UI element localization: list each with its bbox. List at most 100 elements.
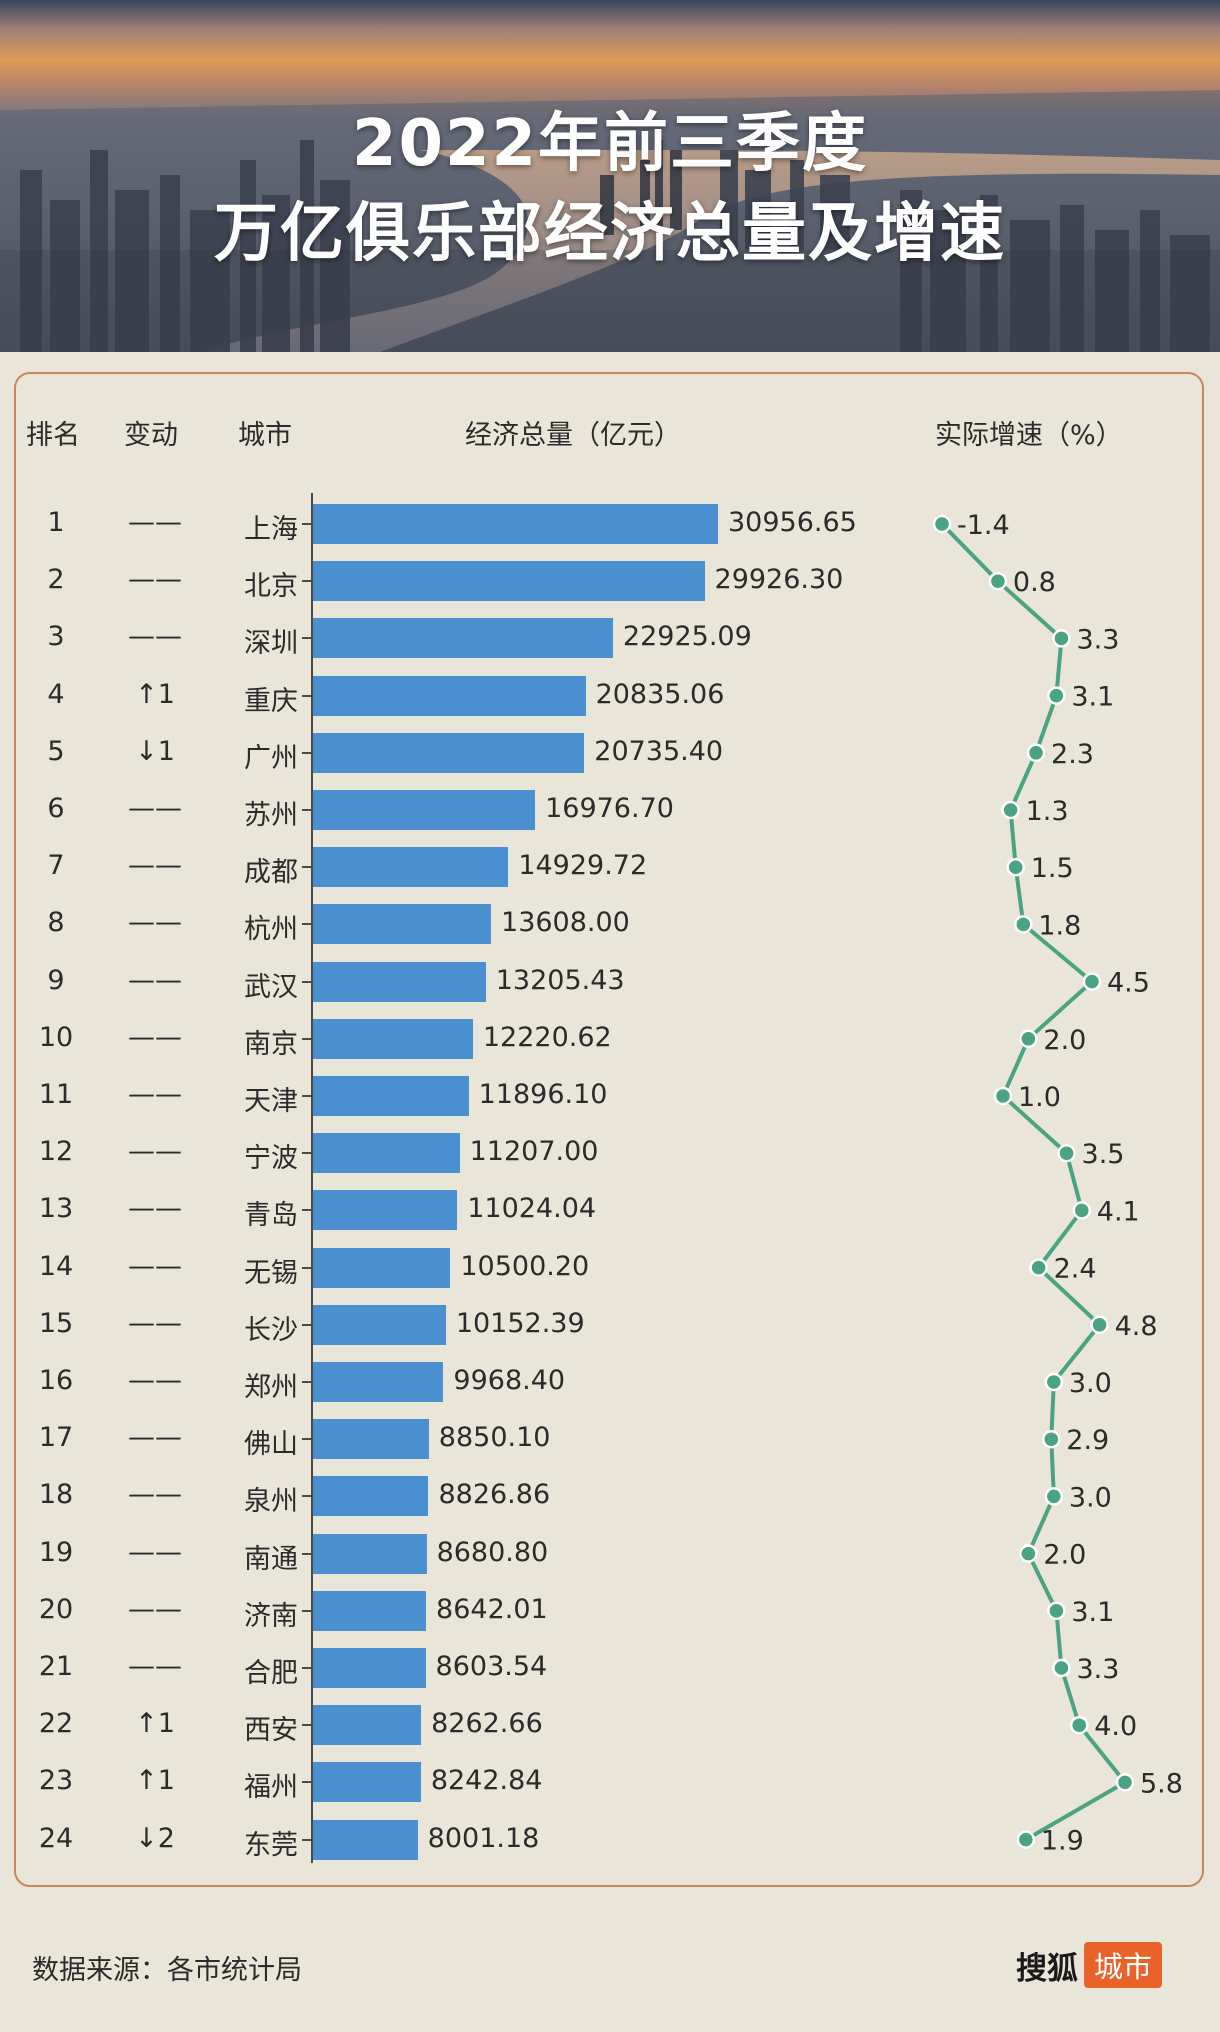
axis-tick — [302, 751, 312, 754]
rank-change-label: ↓1 — [135, 735, 175, 767]
growth-value-label: 3.3 — [1076, 1654, 1119, 1685]
growth-point — [1019, 1544, 1038, 1563]
city-label: 福州 — [244, 1772, 298, 1804]
growth-point — [1090, 1315, 1109, 1335]
growth-point — [1029, 1258, 1048, 1277]
gdp-bar — [313, 1362, 444, 1402]
city-label: 杭州 — [244, 914, 298, 946]
rank-change-label: —— — [128, 964, 182, 996]
rank-label: 15 — [38, 1307, 74, 1339]
gdp-bar — [313, 1533, 427, 1574]
axis-tick — [302, 1667, 312, 1669]
city-label: 佛山 — [244, 1429, 298, 1461]
city-skyline-image — [0, 0, 1220, 352]
growth-point — [932, 514, 952, 534]
growth-point — [1047, 1601, 1066, 1621]
growth-value-label: 1.5 — [1031, 853, 1074, 884]
rank-label: 20 — [38, 1593, 74, 1625]
axis-tick — [302, 1152, 312, 1155]
rank-label: 14 — [38, 1250, 74, 1282]
gdp-value-label: 8826.86 — [438, 1479, 551, 1511]
rank-label: 23 — [38, 1765, 74, 1797]
gdp-value-label: 13205.43 — [495, 964, 625, 996]
growth-value-label: 1.8 — [1038, 910, 1081, 941]
gdp-value-label: 8603.54 — [435, 1651, 548, 1682]
rank-label: 24 — [38, 1822, 74, 1854]
axis-tick — [302, 1838, 312, 1841]
rank-change-label: —— — [128, 850, 182, 882]
rank-change-label: —— — [128, 1250, 182, 1282]
gdp-bar — [313, 1190, 458, 1231]
growth-value-label: 3.0 — [1069, 1368, 1112, 1399]
rank-label: 7 — [47, 850, 65, 882]
growth-value-label: 0.8 — [1013, 567, 1056, 598]
axis-tick — [302, 1552, 312, 1555]
city-label: 重庆 — [244, 685, 298, 717]
growth-value-label: 1.3 — [1026, 796, 1069, 827]
growth-point — [1115, 1773, 1135, 1792]
rank-label: 17 — [38, 1422, 74, 1454]
header-change: 变动 — [124, 420, 178, 451]
axis-tick — [302, 637, 312, 640]
rank-change-label: ↑1 — [135, 1708, 175, 1740]
gdp-value-label: 8242.84 — [430, 1765, 543, 1797]
city-label: 东莞 — [244, 1829, 298, 1861]
axis-tick — [302, 1724, 312, 1727]
growth-point — [1014, 915, 1033, 934]
gdp-value-label: 9968.40 — [453, 1365, 566, 1396]
gdp-value-label: 30956.65 — [728, 507, 857, 538]
growth-point — [1082, 972, 1102, 991]
growth-line — [940, 522, 1127, 1842]
axis-tick — [302, 1495, 312, 1498]
gdp-value-label: 20835.06 — [595, 678, 725, 710]
growth-value-label: 2.9 — [1066, 1425, 1109, 1456]
gdp-value-label: 20735.40 — [594, 735, 724, 767]
city-label: 宁波 — [244, 1143, 298, 1175]
gdp-value-label: 11896.10 — [478, 1079, 608, 1110]
growth-point — [1026, 743, 1046, 763]
rank-label: 19 — [38, 1536, 74, 1568]
rank-label: 6 — [47, 793, 65, 824]
growth-value-label: 4.0 — [1094, 1711, 1137, 1742]
growth-point — [1057, 1143, 1076, 1163]
rank-change-label: —— — [128, 1136, 182, 1168]
gdp-bar — [313, 1705, 422, 1746]
city-label: 天津 — [244, 1086, 298, 1117]
rank-change-label: —— — [128, 1307, 182, 1339]
growth-value-label: 3.3 — [1076, 624, 1119, 655]
gdp-bar — [313, 1648, 426, 1688]
city-label: 郑州 — [244, 1372, 298, 1403]
logo-text: 搜狐 — [1016, 1950, 1078, 1987]
rank-change-label: —— — [128, 907, 182, 939]
gdp-bar — [313, 618, 613, 659]
data-source: 数据来源：各市统计局 — [32, 1955, 302, 1986]
growth-value-label: 2.4 — [1054, 1254, 1097, 1285]
growth-point — [1019, 1029, 1038, 1049]
city-label: 广州 — [244, 742, 298, 774]
city-label: 泉州 — [244, 1486, 298, 1518]
rank-label: 13 — [38, 1193, 74, 1225]
axis-tick — [302, 1381, 312, 1383]
gdp-bar — [313, 675, 586, 716]
rank-label: 1 — [47, 507, 65, 538]
axis-tick — [302, 1438, 312, 1441]
rank-change-label: —— — [128, 564, 182, 596]
rank-change-label: —— — [128, 1021, 182, 1053]
rank-label: 9 — [47, 964, 65, 996]
city-label: 青岛 — [244, 1200, 298, 1232]
gdp-bar — [313, 1304, 446, 1345]
growth-value-label: -1.4 — [957, 510, 1010, 541]
growth-value-label: 3.1 — [1071, 682, 1114, 713]
city-label: 西安 — [244, 1715, 298, 1747]
rank-change-label: ↑1 — [135, 1765, 175, 1797]
rank-label: 16 — [38, 1365, 74, 1396]
category-axis — [311, 493, 313, 1863]
city-label: 无锡 — [244, 1257, 298, 1289]
header-growth: 实际增速（%） — [935, 420, 1123, 451]
rank-label: 12 — [38, 1136, 74, 1168]
header-rank: 排名 — [26, 420, 80, 451]
gdp-value-label: 12220.62 — [482, 1021, 612, 1053]
gdp-value-label: 22925.09 — [622, 621, 752, 653]
header-gdp: 经济总量（亿元） — [465, 420, 681, 451]
